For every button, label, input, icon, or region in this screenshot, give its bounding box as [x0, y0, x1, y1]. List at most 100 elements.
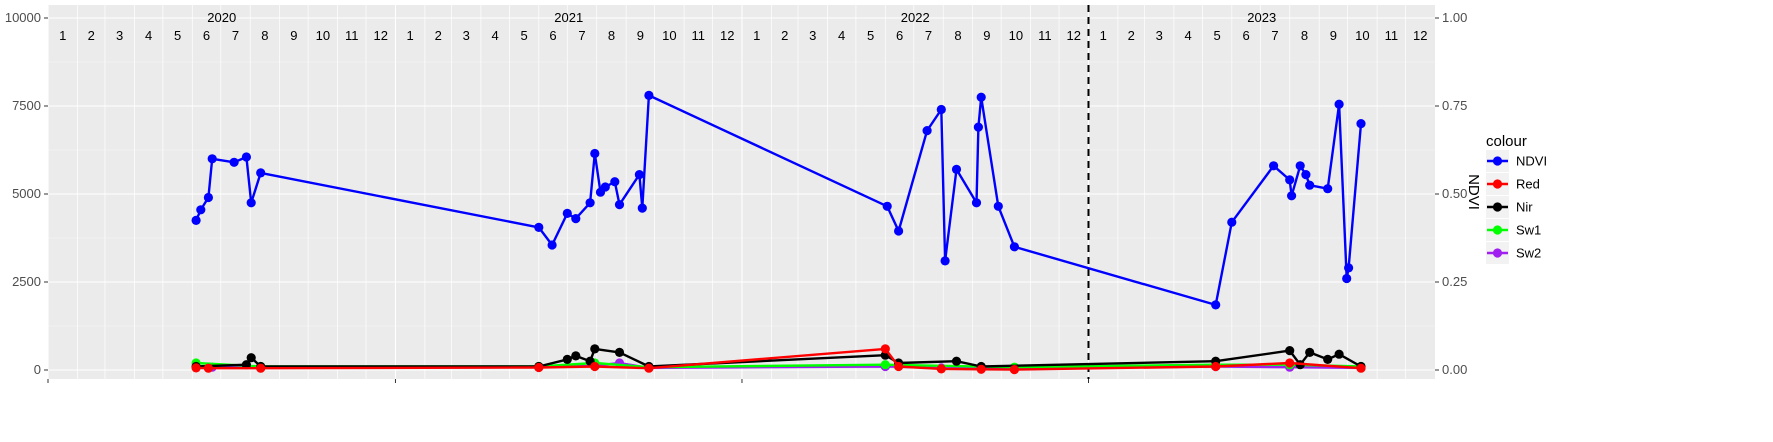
data-point-ndvi [1356, 119, 1366, 129]
data-point-ndvi [246, 198, 256, 208]
data-point-ndvi [600, 182, 610, 192]
legend-label: NDVI [1516, 154, 1547, 169]
data-point-ndvi [1342, 273, 1352, 284]
data-point-ndvi [534, 222, 544, 232]
series-red [191, 344, 1366, 375]
legend-key-point [1492, 225, 1503, 235]
data-point-ndvi [207, 154, 217, 164]
y-left-tick-label: 10000 [5, 10, 41, 25]
data-point-ndvi [610, 177, 620, 187]
data-point-ndvi [196, 205, 206, 215]
month-label: 3 [809, 28, 816, 43]
data-point-ndvi [1211, 300, 1221, 310]
data-point-nir [1334, 349, 1344, 359]
data-point-ndvi [614, 200, 625, 210]
month-label: 12 [1067, 28, 1081, 43]
data-point-ndvi [203, 192, 213, 203]
month-label: 5 [520, 28, 527, 43]
data-point-ndvi [940, 256, 950, 266]
legend-item-ndvi: NDVI [1486, 150, 1547, 172]
month-label: 7 [1271, 28, 1278, 43]
data-point-red [191, 363, 201, 373]
month-label: 10 [662, 28, 676, 43]
data-point-ndvi [229, 157, 239, 167]
data-point-ndvi [973, 122, 984, 132]
data-point-nir [562, 354, 572, 364]
data-point-red [880, 344, 890, 354]
data-point-nir [246, 353, 256, 363]
data-point-ndvi [1305, 180, 1315, 190]
month-label: 11 [1038, 28, 1052, 43]
data-point-red [976, 364, 986, 374]
data-point-nir [1305, 347, 1315, 357]
series-line-red [196, 347, 1362, 371]
data-point-red [894, 361, 904, 372]
y-left-tick-label: 2500 [12, 274, 41, 289]
data-point-ndvi [1227, 217, 1237, 227]
data-point-ndvi [1269, 161, 1279, 171]
data-point-ndvi [241, 152, 251, 162]
month-label: 9 [983, 28, 990, 43]
month-label: 4 [492, 28, 499, 43]
month-label: 10 [1355, 28, 1369, 43]
data-point-ndvi [1301, 170, 1311, 180]
data-point-ndvi [256, 168, 266, 178]
data-point-ndvi [882, 201, 892, 211]
month-label: 5 [1214, 28, 1221, 43]
legend-label: Red [1516, 177, 1540, 192]
data-point-red [936, 364, 946, 374]
month-label: 7 [578, 28, 585, 43]
data-point-ndvi [547, 240, 557, 250]
legend: colour NDVI Red Nir Sw1 Sw2 [1486, 133, 1547, 264]
legend-item-sw1: Sw1 [1486, 219, 1541, 241]
axes: 0 2500 5000 7500 10000 0.00 0.25 0.50 0.75 1.00 ND… [5, 10, 1482, 383]
series-line-nir [196, 347, 1362, 368]
month-label: 10 [316, 28, 330, 43]
month-label: 9 [290, 28, 297, 43]
month-label: 9 [1330, 28, 1337, 43]
legend-label: Sw2 [1516, 246, 1541, 261]
y-right-tick-label: 1.00 [1442, 10, 1467, 25]
month-label: 12 [1413, 28, 1427, 43]
series-ndvi [191, 90, 1366, 310]
month-label: 7 [925, 28, 932, 43]
data-point-ndvi [971, 198, 982, 208]
month-label: 4 [1185, 28, 1192, 43]
month-label: 8 [608, 28, 615, 43]
month-label: 2 [781, 28, 788, 43]
data-point-red [644, 363, 654, 373]
data-point-ndvi [936, 104, 946, 115]
month-label: 11 [345, 28, 359, 43]
data-point-ndvi [1344, 263, 1354, 273]
data-point-ndvi [1009, 242, 1020, 252]
month-label: 11 [692, 28, 706, 43]
data-point-ndvi [1287, 191, 1297, 201]
month-label: 3 [463, 28, 470, 43]
month-label: 3 [1156, 28, 1163, 43]
data-point-red [1285, 358, 1295, 368]
data-point-nir [951, 356, 962, 366]
month-label: 2 [88, 28, 95, 43]
month-label: 5 [867, 28, 874, 43]
month-label: 12 [720, 28, 734, 43]
data-point-red [590, 361, 600, 372]
legend-item-sw2: Sw2 [1486, 242, 1541, 264]
data-point-red [256, 363, 266, 373]
month-label: 5 [174, 28, 181, 43]
data-point-nir [590, 344, 600, 354]
data-point-ndvi [634, 170, 645, 180]
month-label: 12 [374, 28, 388, 43]
y-right-tick-label: 0.75 [1442, 98, 1467, 113]
legend-label: Nir [1516, 200, 1533, 215]
data-point-nir [571, 351, 581, 361]
month-label: 8 [1301, 28, 1308, 43]
legend-key-point [1492, 179, 1503, 189]
y-right-tick-label: 0.25 [1442, 274, 1467, 289]
data-point-ndvi [637, 203, 647, 213]
month-label: 2 [435, 28, 442, 43]
y-right-axis-title: NDVI [1465, 174, 1482, 210]
data-point-sw1 [880, 360, 890, 370]
month-label: 8 [954, 28, 961, 43]
year-label: 2022 [901, 10, 930, 25]
